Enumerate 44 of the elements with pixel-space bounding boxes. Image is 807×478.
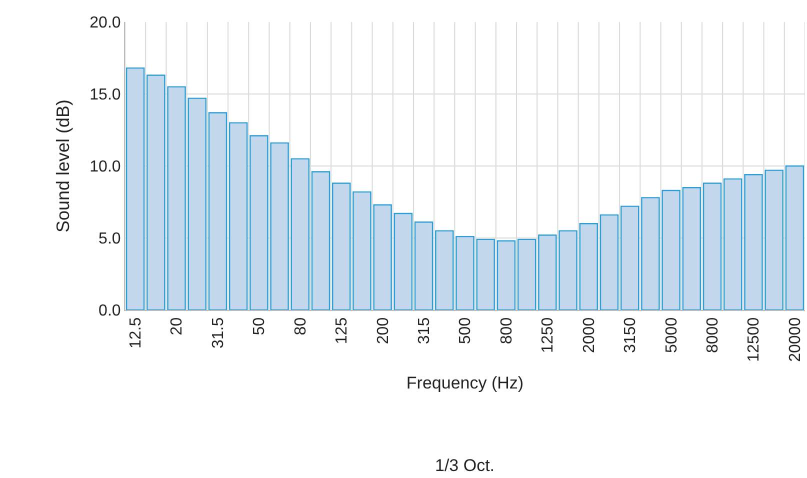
- x-tick-label: 3150: [622, 317, 640, 353]
- x-tick-label: 80: [292, 317, 310, 336]
- bar: [579, 223, 598, 310]
- bar: [476, 238, 495, 310]
- x-tick-label: 800: [498, 317, 516, 344]
- bar: [620, 206, 640, 310]
- x-tick-label: 500: [457, 317, 474, 344]
- x-tick-label: 2000: [580, 317, 598, 353]
- x-axis-title: Frequency (Hz): [406, 373, 524, 392]
- bar: [126, 67, 145, 310]
- y-axis-title: Sound level (dB): [52, 99, 73, 233]
- bar: [332, 182, 351, 310]
- bar: [517, 238, 536, 310]
- bar: [311, 171, 330, 310]
- bar: [208, 112, 228, 310]
- bar: [228, 122, 248, 310]
- y-tick-label: 20.0: [90, 14, 121, 32]
- x-tick-label: 125: [334, 317, 351, 344]
- x-tick-label: 20: [168, 317, 186, 336]
- text: 1/3 Oct.: [435, 456, 495, 475]
- y-tick-label: 10.0: [90, 158, 121, 176]
- x-tick-label: 12.5: [128, 317, 144, 349]
- bar: [600, 214, 619, 310]
- bar: [188, 98, 206, 310]
- x-tick-label: 12500: [746, 317, 763, 362]
- x-tick-label: 50: [251, 317, 268, 336]
- bar: [682, 187, 702, 310]
- bar: [414, 222, 434, 310]
- bar: [394, 212, 413, 310]
- y-tick-label: 5.0: [98, 230, 121, 248]
- bar: [702, 182, 722, 310]
- bar: [785, 165, 804, 310]
- bar: [496, 240, 516, 310]
- x-tick-label: 31.5: [210, 317, 227, 349]
- y-tick-label: 0.0: [98, 302, 121, 320]
- x-tick-label: 1250: [540, 317, 557, 353]
- y-tick-label: 15.0: [90, 86, 121, 104]
- x-tick-label: 8000: [704, 317, 722, 353]
- bar: [290, 158, 310, 310]
- x-tick-label: 5000: [663, 317, 680, 353]
- x-tick-label: 20000: [786, 317, 804, 362]
- bar: [724, 178, 742, 310]
- x-tick-label: 200: [374, 317, 392, 344]
- x-tick-label: 315: [416, 317, 433, 344]
